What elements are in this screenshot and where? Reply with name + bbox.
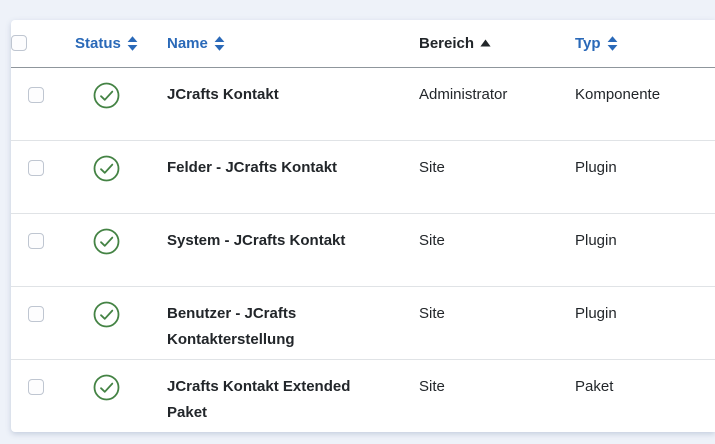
column-header-name[interactable]: Name [167,20,419,68]
extension-name: Benutzer - JCrafts Kontakterstellung [167,304,297,348]
row-status-cell [63,67,167,141]
row-typ-cell: Komponente [575,67,715,141]
row-status-cell [63,286,167,360]
select-all-checkbox[interactable] [11,35,27,52]
extension-bereich: Site [419,158,445,176]
row-checkbox[interactable] [28,232,44,249]
table-header-row: Status Name Be [11,20,715,68]
column-header-typ[interactable]: Typ [575,20,715,68]
row-status-cell [63,213,167,287]
status-enabled-icon[interactable] [93,301,120,328]
row-name-cell: JCrafts Kontakt [167,67,419,141]
sort-both-icon [214,35,225,51]
extension-row: Benutzer - JCrafts Kontakterstellung Sit… [11,286,715,360]
row-typ-cell: Plugin [575,286,715,360]
row-bereich-cell: Administrator [419,67,575,141]
extension-bereich: Site [419,304,445,322]
extension-name: JCrafts Kontakt [167,85,279,103]
row-status-cell [63,140,167,214]
column-label-status: Status [75,34,121,52]
extension-row: System - JCrafts Kontakt Site Plugin [11,213,715,287]
row-name-cell: Felder - JCrafts Kontakt [167,140,419,214]
extension-name: JCrafts Kontakt Extended Paket [167,377,351,421]
column-header-bereich[interactable]: Bereich [419,20,575,68]
column-label-bereich: Bereich [419,34,475,52]
extension-row: JCrafts Kontakt Administrator Komponente [11,67,715,141]
status-enabled-icon[interactable] [93,374,120,401]
row-select-cell [11,67,63,141]
extension-typ: Plugin [575,158,617,176]
row-status-cell [63,359,167,431]
extension-typ: Plugin [575,231,617,249]
row-typ-cell: Plugin [575,140,715,214]
extensions-table: Status Name Be [11,20,715,431]
row-bereich-cell: Site [419,286,575,360]
extension-row: Felder - JCrafts Kontakt Site Plugin [11,140,715,214]
row-select-cell [11,213,63,287]
extension-name: System - JCrafts Kontakt [167,231,346,249]
extension-bereich: Site [419,231,445,249]
row-name-cell: JCrafts Kontakt Extended Paket [167,359,419,431]
row-typ-cell: Plugin [575,213,715,287]
column-label-name: Name [167,34,208,52]
row-name-cell: Benutzer - JCrafts Kontakterstellung [167,286,419,360]
sort-both-icon [607,35,618,51]
row-select-cell [11,140,63,214]
extension-row: JCrafts Kontakt Extended Paket Site Pake… [11,359,715,431]
status-enabled-icon[interactable] [93,155,120,182]
extension-name: Felder - JCrafts Kontakt [167,158,338,176]
row-checkbox[interactable] [28,305,44,322]
sort-ascending-icon [480,39,491,47]
row-typ-cell: Paket [575,359,715,431]
status-enabled-icon[interactable] [93,228,120,255]
row-select-cell [11,359,63,431]
extension-bereich: Administrator [419,85,508,103]
extension-typ: Paket [575,377,614,395]
row-checkbox[interactable] [28,86,44,103]
row-bereich-cell: Site [419,359,575,431]
row-bereich-cell: Site [419,213,575,287]
extensions-table-card: Status Name Be [11,20,715,432]
row-bereich-cell: Site [419,140,575,214]
row-checkbox[interactable] [28,378,44,395]
row-checkbox[interactable] [28,159,44,176]
status-enabled-icon[interactable] [93,82,120,109]
column-header-status[interactable]: Status [63,20,167,68]
column-label-typ: Typ [575,34,601,52]
extension-bereich: Site [419,377,445,395]
extension-typ: Komponente [575,85,661,103]
sort-both-icon [127,35,138,51]
row-name-cell: System - JCrafts Kontakt [167,213,419,287]
row-select-cell [11,286,63,360]
extension-typ: Plugin [575,304,617,322]
select-all-header [11,20,63,68]
